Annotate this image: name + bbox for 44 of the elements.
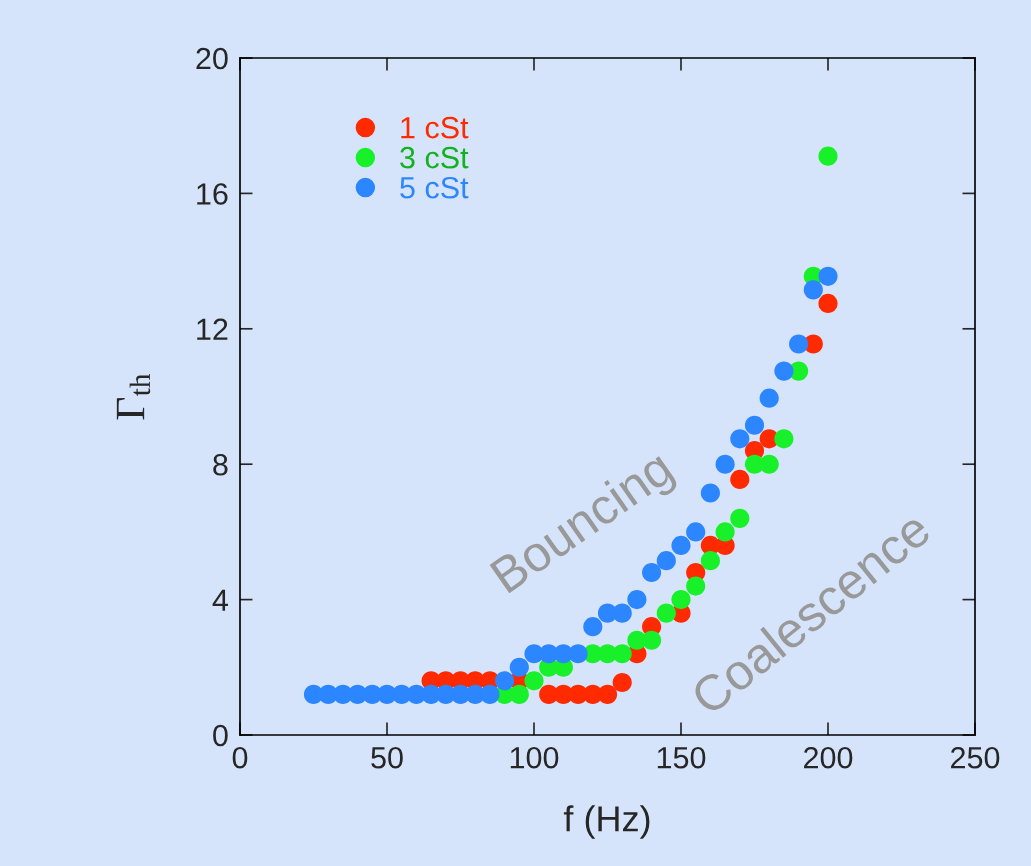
point xyxy=(818,146,838,166)
point xyxy=(495,671,515,691)
point xyxy=(509,657,529,677)
x-tick-label: 250 xyxy=(951,746,1000,769)
point xyxy=(524,671,544,691)
point xyxy=(583,617,603,637)
point xyxy=(642,630,662,650)
legend-label: 1 cSt xyxy=(401,116,469,139)
y-axis-title: Γ$_{th}$ xyxy=(116,373,151,420)
point xyxy=(803,280,823,300)
point xyxy=(612,672,632,693)
point xyxy=(700,483,720,503)
point xyxy=(656,603,676,623)
x-tick-label: 100 xyxy=(510,746,559,769)
point xyxy=(730,469,750,489)
legend-label: 5 cSt xyxy=(400,176,469,199)
point xyxy=(612,603,632,623)
point xyxy=(818,293,838,313)
point xyxy=(774,361,794,381)
y-tick-label: 16 xyxy=(197,183,228,205)
point xyxy=(509,684,529,704)
y-tick-label: 20 xyxy=(196,47,228,70)
legend-label: 3 cSt xyxy=(400,146,469,169)
y-tick-label: 12 xyxy=(197,318,228,340)
x-tick-label: 150 xyxy=(657,746,706,769)
x-axis-title: f (Hz) xyxy=(563,805,650,839)
x-tick-label: 200 xyxy=(804,746,853,769)
point xyxy=(612,644,632,664)
y-tick-label: 4 xyxy=(212,589,228,611)
y-tick-label: 8 xyxy=(213,453,228,476)
x-tick-label: 0 xyxy=(232,746,248,769)
point xyxy=(597,684,618,704)
point xyxy=(818,266,838,286)
point xyxy=(744,415,765,435)
x-tick-label: 50 xyxy=(371,746,403,769)
point xyxy=(568,644,588,664)
point xyxy=(789,334,809,354)
point xyxy=(759,388,779,408)
y-tick-label: 0 xyxy=(213,724,228,747)
point xyxy=(480,684,500,704)
point xyxy=(774,429,794,449)
point xyxy=(730,429,750,449)
point xyxy=(759,454,779,474)
point xyxy=(715,454,735,474)
